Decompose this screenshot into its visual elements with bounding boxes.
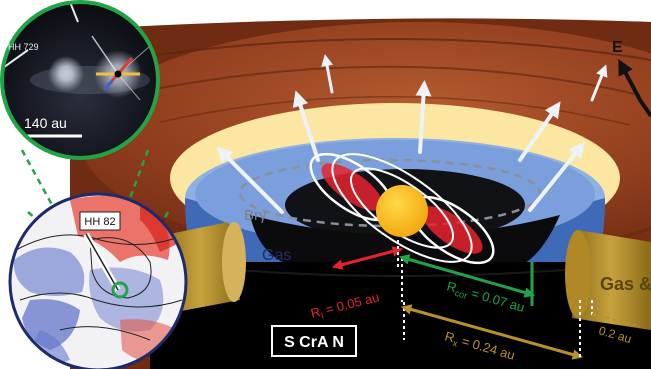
target-box: S CrA N	[271, 325, 357, 357]
rx-subscript: x	[452, 338, 460, 349]
inset-top-object-label: HH 729	[8, 42, 39, 52]
inset-top: HH 729 140 au	[0, 0, 160, 160]
inset-bottom-object-label: HH 82	[84, 216, 115, 228]
inset-bottom: HH 82	[8, 192, 188, 369]
wind-arrows	[216, 54, 608, 214]
rx-marker	[400, 300, 584, 360]
rcor-symbol: R	[445, 278, 458, 295]
dust-cylinder-right	[565, 230, 651, 330]
gas-outer-label: Gas &	[600, 274, 651, 294]
star	[376, 185, 428, 237]
rcor-marker	[398, 254, 536, 306]
bry-label: Brγ	[244, 207, 267, 224]
rt-subscript: t	[320, 310, 325, 320]
compass-arrow	[618, 58, 651, 118]
rt-marker	[331, 240, 404, 270]
target-label: S CrA N	[284, 334, 344, 351]
compass-east-label: E	[612, 39, 623, 56]
width-marker	[591, 300, 641, 327]
rt-symbol: R	[309, 304, 322, 321]
rcor-subscript: cor	[454, 288, 469, 301]
inset-top-scale-label: 140 au	[24, 115, 67, 131]
rx-symbol: R	[443, 328, 456, 345]
gas-inner-label: Gas	[262, 247, 291, 264]
